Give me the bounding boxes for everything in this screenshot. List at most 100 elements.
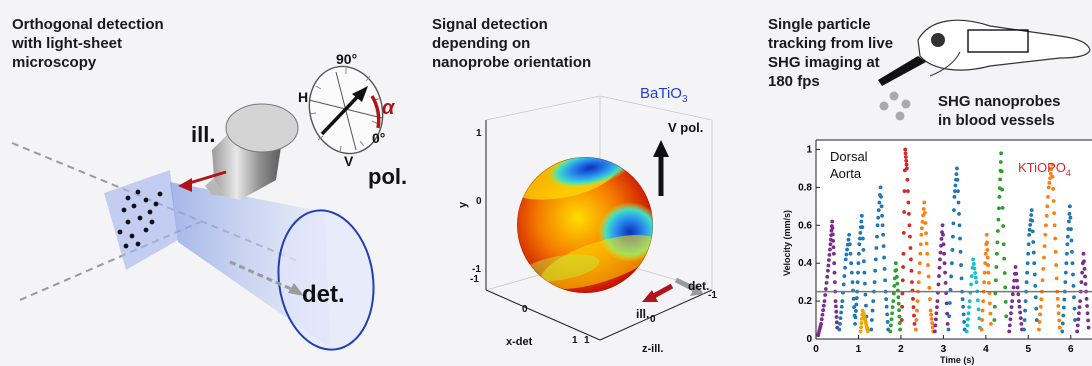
data-point <box>918 242 923 247</box>
nanoparticles <box>117 189 163 249</box>
fish-fin <box>929 51 961 77</box>
data-point <box>889 323 893 328</box>
data-point <box>1042 244 1047 249</box>
data-point <box>921 207 926 211</box>
data-point <box>1083 274 1087 279</box>
data-point <box>892 284 897 288</box>
data-point <box>985 248 990 252</box>
data-point <box>949 274 954 279</box>
data-point <box>942 251 946 256</box>
data-point <box>827 258 831 263</box>
data-point <box>876 215 881 220</box>
data-point <box>839 310 844 315</box>
data-point <box>907 212 911 216</box>
data-point <box>930 321 935 325</box>
data-point <box>935 305 939 310</box>
data-point <box>1061 305 1066 310</box>
data-point <box>1032 261 1037 266</box>
data-point <box>930 325 935 330</box>
data-point <box>969 274 974 278</box>
data-point <box>858 329 863 334</box>
data-point <box>903 147 908 152</box>
chart-ticks: 0 1 2 3 4 5 6 0 0.2 0.4 0.6 0.8 1 <box>798 144 1074 355</box>
data-point <box>1044 223 1048 228</box>
panel1-diagram: ill. det. 90° 0° H V α pol. <box>11 51 407 351</box>
data-point <box>860 225 865 230</box>
data-point <box>966 311 971 316</box>
data-point <box>1075 329 1080 334</box>
data-point <box>988 301 992 306</box>
data-point <box>973 271 978 275</box>
data-point <box>948 287 953 292</box>
data-point <box>933 323 938 328</box>
data-point <box>1050 162 1054 167</box>
h-label: H <box>298 89 308 105</box>
data-point <box>1010 299 1015 303</box>
data-point <box>1061 313 1066 318</box>
data-point <box>1022 318 1027 322</box>
illumination-arrow <box>185 170 227 186</box>
track-series <box>899 147 917 326</box>
data-point <box>940 223 945 228</box>
data-point <box>821 303 826 308</box>
data-point <box>1067 212 1072 216</box>
data-point <box>967 299 972 303</box>
y-tick: 0 <box>476 196 482 207</box>
data-point <box>1067 219 1071 224</box>
data-point <box>819 321 823 326</box>
data-point <box>950 234 955 239</box>
data-point <box>838 321 842 326</box>
data-point <box>1008 317 1013 322</box>
data-point <box>1056 311 1061 316</box>
track-series <box>837 213 869 332</box>
data-point <box>889 317 894 322</box>
data-point <box>1015 278 1019 283</box>
ill-label: ill. <box>191 122 215 147</box>
data-point <box>834 309 839 314</box>
data-point <box>1026 251 1031 256</box>
data-point <box>1015 285 1020 290</box>
data-point <box>956 200 961 205</box>
alpha-arc <box>370 95 381 129</box>
data-point <box>942 261 947 266</box>
data-point <box>1082 259 1086 264</box>
track-series <box>888 261 902 334</box>
data-point <box>928 297 932 302</box>
data-point <box>879 204 884 209</box>
y-axis-label: Velocity (mm/s) <box>782 210 792 276</box>
data-point <box>888 329 893 334</box>
track-series <box>1022 208 1039 332</box>
data-point <box>1026 242 1031 247</box>
data-point <box>1037 327 1041 332</box>
data-point <box>952 194 957 199</box>
data-point <box>945 311 950 316</box>
data-point <box>922 210 927 215</box>
data-point <box>979 327 984 332</box>
v-label: V <box>344 153 354 169</box>
track-series <box>858 308 870 334</box>
data-point <box>853 321 857 326</box>
track-series <box>1075 251 1091 334</box>
data-point <box>894 268 899 272</box>
data-point <box>986 263 990 267</box>
data-point <box>906 200 911 205</box>
data-point <box>955 166 959 171</box>
data-point <box>919 232 924 237</box>
data-point <box>907 223 912 228</box>
data-point <box>875 223 880 228</box>
data-point <box>917 261 922 266</box>
data-point <box>1033 295 1038 300</box>
data-point <box>903 155 908 159</box>
panel1-caption: Orthogonal detection with light-sheet mi… <box>12 16 164 71</box>
data-point <box>1071 284 1076 288</box>
data-point <box>977 316 982 321</box>
data-point <box>1056 304 1061 308</box>
data-point <box>961 304 965 309</box>
data-point <box>856 261 861 266</box>
data-point <box>1085 304 1089 308</box>
data-point <box>996 217 1001 222</box>
x-tick: -1 <box>470 274 479 285</box>
data-point <box>897 321 902 325</box>
y-tick: -1 <box>472 264 481 275</box>
data-point <box>902 189 907 194</box>
